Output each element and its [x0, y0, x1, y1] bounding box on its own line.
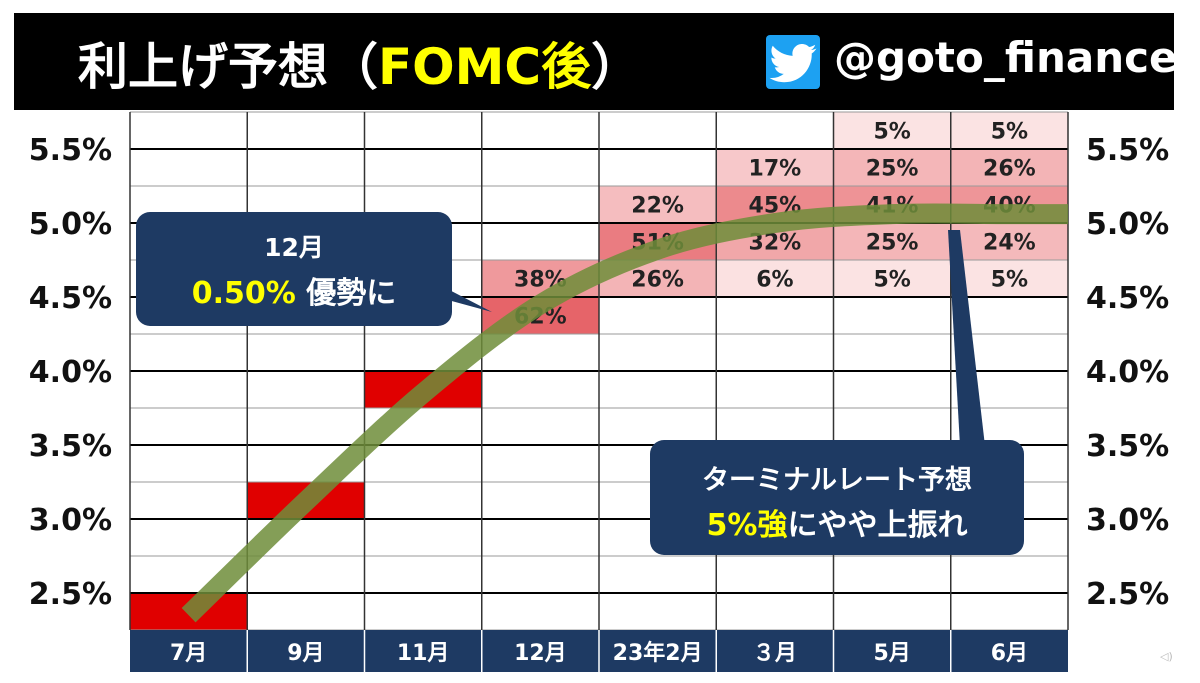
page-title: 利上げ予想（FOMC後）	[78, 27, 641, 99]
speaker-icon: ◁)	[1160, 650, 1173, 663]
terminal-callout-title: ターミナルレート予想	[702, 465, 972, 496]
probability-label: 5%	[991, 268, 1028, 293]
terminal-callout-rest: にやや上振れ	[787, 508, 968, 543]
probability-cell	[833, 260, 951, 297]
y-tick-label-left: 3.0%	[29, 503, 112, 538]
probability-label: 5%	[873, 120, 910, 145]
title-prefix: 利上げ予想（	[78, 38, 378, 96]
twitter-handle[interactable]: @goto_finance	[834, 33, 1178, 82]
probability-cell	[950, 260, 1068, 297]
twitter-bird-icon	[766, 35, 820, 89]
probability-cell	[950, 112, 1068, 149]
probability-label: 5%	[991, 120, 1028, 145]
x-tick-label: 11月	[397, 641, 450, 666]
y-tick-label-left: 5.5%	[29, 133, 112, 168]
december-callout: 12月 0.50% 優勢に	[136, 212, 452, 326]
probability-label: 26%	[631, 268, 684, 293]
x-tick-label: 5月	[873, 641, 910, 666]
probability-cell	[599, 186, 717, 223]
trend-line	[181, 203, 1068, 623]
probability-label: 6%	[756, 268, 793, 293]
december-callout-month: 12月	[264, 233, 324, 262]
probability-label: 5%	[873, 268, 910, 293]
x-tick-label: 6月	[991, 641, 1028, 666]
probability-cell	[833, 149, 951, 186]
y-tick-label-right: 4.5%	[1086, 281, 1169, 316]
y-tick-label-right: 3.0%	[1086, 503, 1169, 538]
y-tick-label-right: 5.5%	[1086, 133, 1169, 168]
december-callout-rest: 優勢に	[295, 276, 397, 311]
probability-cell	[833, 223, 951, 260]
y-tick-label-right: 2.5%	[1086, 577, 1169, 612]
december-callout-text: 0.50% 優勢に	[136, 268, 452, 312]
probability-label: 26%	[983, 157, 1036, 182]
y-tick-label-left: 5.0%	[29, 207, 112, 242]
x-tick-label: ３月	[753, 641, 797, 666]
terminal-callout-text: 5%強にやや上振れ	[650, 500, 1024, 544]
probability-label: 25%	[866, 231, 919, 256]
probability-label: 22%	[631, 194, 684, 219]
y-tick-label-left: 2.5%	[29, 577, 112, 612]
y-tick-label-right: 3.5%	[1086, 429, 1169, 464]
y-tick-label-right: 4.0%	[1086, 355, 1169, 390]
y-tick-label-left: 4.5%	[29, 281, 112, 316]
y-tick-label-right: 5.0%	[1086, 207, 1169, 242]
probability-label: 17%	[749, 157, 802, 182]
title-highlight: FOMC後	[378, 38, 592, 96]
title-suffix: ）	[591, 38, 642, 96]
probability-cell	[833, 112, 951, 149]
probability-cell	[950, 223, 1068, 260]
y-tick-label-left: 4.0%	[29, 355, 112, 390]
terminal-callout-pointer	[948, 230, 985, 446]
x-tick-label: 12月	[514, 641, 567, 666]
header-bar: 利上げ予想（FOMC後） @goto_finance	[14, 13, 1178, 110]
probability-label: 24%	[983, 231, 1036, 256]
x-tick-label: 23年2月	[613, 640, 703, 666]
terminal-callout-rate: 5%強	[706, 508, 788, 543]
x-tick-label: 7月	[170, 641, 207, 666]
terminal-rate-callout: ターミナルレート予想 5%強にやや上振れ	[650, 440, 1024, 555]
probability-cell	[716, 149, 834, 186]
probability-cell	[716, 260, 834, 297]
probability-label: 25%	[866, 157, 919, 182]
x-tick-label: 9月	[287, 641, 324, 666]
probability-cell	[950, 149, 1068, 186]
y-tick-label-left: 3.5%	[29, 429, 112, 464]
december-callout-rate: 0.50%	[191, 276, 296, 311]
